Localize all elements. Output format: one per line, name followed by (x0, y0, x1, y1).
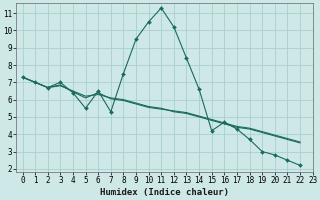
X-axis label: Humidex (Indice chaleur): Humidex (Indice chaleur) (100, 188, 229, 197)
